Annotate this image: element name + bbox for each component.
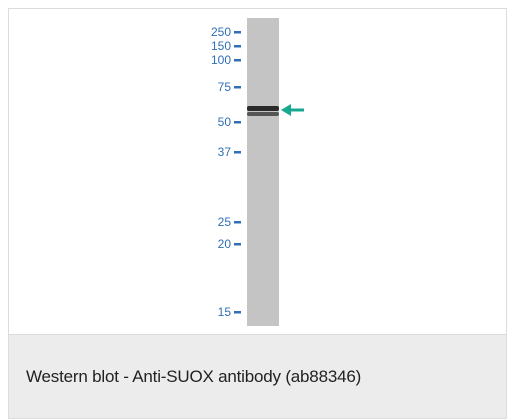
arrow-left-icon [281,104,304,116]
marker-label: 100 [211,53,231,67]
marker-tick [234,121,241,124]
western-blot-figure: 250 150 100 75 50 37 25 20 15 [9,9,506,334]
marker-150: 150 [211,39,241,53]
marker-label: 75 [218,80,232,94]
marker-tick [234,59,241,62]
marker-25: 25 [218,215,241,229]
band-lower [247,112,279,116]
marker-100: 100 [211,53,241,67]
marker-label: 150 [211,39,231,53]
image-caption: Western blot - Anti-SUOX antibody (ab883… [26,367,361,387]
marker-tick [234,45,241,48]
protein-band [247,106,279,116]
marker-tick [234,86,241,89]
marker-tick [234,151,241,154]
marker-tick [234,31,241,34]
product-image-card: 250 150 100 75 50 37 25 20 15 Western blot - Ant… [8,8,507,419]
marker-tick [234,243,241,246]
arrow-head [281,104,291,116]
marker-label: 37 [218,145,232,159]
marker-label: 250 [211,25,231,39]
marker-label: 50 [218,115,232,129]
caption-bar: Western blot - Anti-SUOX antibody (ab883… [9,334,506,418]
marker-15: 15 [218,305,241,319]
marker-20: 20 [218,237,241,251]
band-upper [247,106,279,111]
marker-tick [234,311,241,314]
marker-250: 250 [211,25,241,39]
arrow-shaft [290,109,304,112]
marker-37: 37 [218,145,241,159]
marker-label: 15 [218,305,232,319]
marker-label: 20 [218,237,232,251]
marker-50: 50 [218,115,241,129]
blot-lane [247,18,279,326]
marker-label: 25 [218,215,232,229]
marker-tick [234,221,241,224]
marker-75: 75 [218,80,241,94]
